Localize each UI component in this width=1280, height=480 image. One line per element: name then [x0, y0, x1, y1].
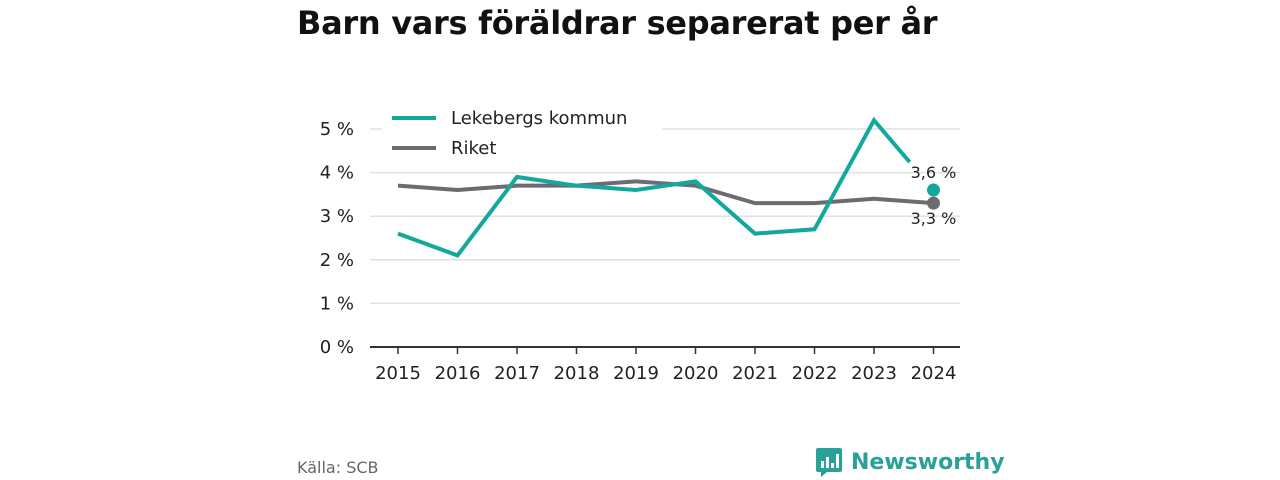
brand-name: Newsworthy	[851, 449, 1005, 475]
y-tick-label: 1 %	[320, 293, 354, 314]
x-axis: 2015 2016 2017 2018 2019 2020 2021 2022 2023 2024	[370, 346, 960, 384]
legend-label: Lekebergs kommun	[451, 108, 627, 129]
y-tick-label: 5 %	[320, 119, 354, 140]
series-line-lekeberg	[397, 116, 912, 258]
end-point-riket	[927, 196, 940, 210]
end-label-lekeberg: 3,6 %	[911, 163, 957, 182]
end-point-lekeberg	[927, 183, 940, 197]
x-tick-label: 2015	[375, 363, 421, 384]
end-label-riket: 3,3 %	[911, 209, 957, 228]
series-lines	[397, 116, 940, 258]
y-tick-label: 2 %	[320, 250, 354, 271]
legend-background	[382, 103, 662, 165]
y-tick-label: 0 %	[320, 337, 354, 358]
y-tick-label: 4 %	[320, 163, 354, 184]
newsworthy-logo-icon	[816, 448, 842, 477]
end-labels: 3,6 % 3,3 %	[911, 163, 957, 228]
chart-title: Barn vars föräldrar separerat per år	[297, 4, 938, 42]
x-tick-label: 2023	[851, 363, 897, 384]
x-tick-label: 2016	[435, 363, 481, 384]
x-tick-label: 2020	[673, 363, 719, 384]
y-axis-ticks: 0 % 1 % 2 % 3 % 4 % 5 %	[320, 119, 354, 358]
x-tick-label: 2024	[911, 363, 957, 384]
legend-label: Riket	[451, 138, 496, 159]
y-tick-label: 3 %	[320, 206, 354, 227]
x-tick-label: 2022	[792, 363, 838, 384]
legend: Lekebergs kommun Riket	[382, 103, 662, 165]
source-note: Källa: SCB	[297, 458, 379, 477]
x-tick-label: 2019	[613, 363, 659, 384]
x-tick-label: 2018	[554, 363, 600, 384]
series-line-riket	[397, 179, 934, 206]
grid-lines	[370, 128, 960, 305]
x-tick-label: 2021	[732, 363, 778, 384]
x-tick-label: 2017	[494, 363, 540, 384]
brand[interactable]: Newsworthy	[815, 446, 1005, 478]
